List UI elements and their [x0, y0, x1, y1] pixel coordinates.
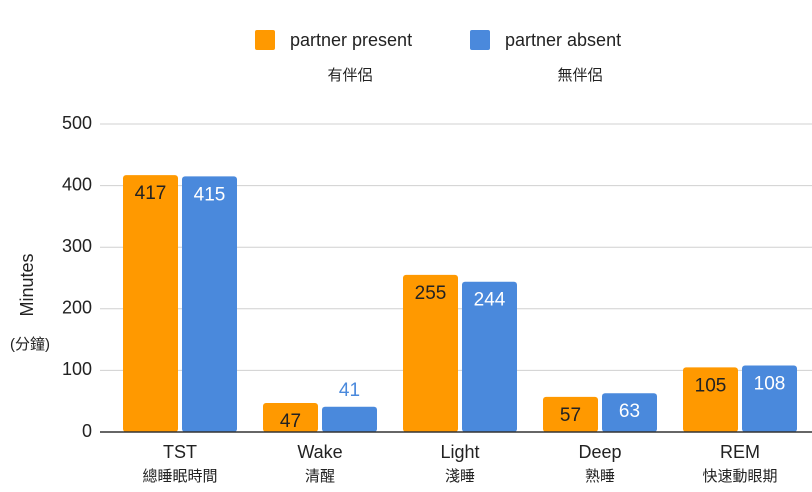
bar — [322, 406, 377, 432]
y-axis-note: (分鐘) — [10, 336, 50, 353]
y-tick-label: 300 — [62, 236, 92, 256]
x-tick-note: 熟睡 — [585, 468, 615, 485]
x-tick-label: REM — [720, 442, 760, 462]
legend-note: 無伴侶 — [557, 67, 602, 84]
value-label: 41 — [339, 380, 360, 401]
bar — [263, 403, 318, 432]
bar — [462, 281, 517, 432]
bar — [602, 393, 657, 432]
x-tick-note: 清醒 — [305, 468, 335, 485]
legend-swatch — [255, 30, 275, 50]
value-label: 108 — [754, 373, 786, 394]
x-tick-label: Light — [440, 442, 479, 462]
x-tick-note: 淺睡 — [445, 468, 475, 485]
legend-swatch — [470, 30, 490, 50]
bar — [182, 176, 237, 432]
y-tick-label: 200 — [62, 298, 92, 318]
value-label: 57 — [560, 405, 581, 426]
value-label: 105 — [695, 375, 727, 396]
bar — [403, 274, 458, 432]
bar — [683, 367, 738, 432]
value-label: 47 — [280, 411, 301, 432]
value-label: 417 — [135, 183, 167, 204]
bar — [123, 175, 178, 433]
bar — [742, 365, 797, 432]
value-label: 255 — [415, 283, 447, 304]
x-tick-label: Wake — [297, 442, 342, 462]
y-tick-label: 400 — [62, 174, 92, 194]
legend-label: partner absent — [505, 30, 621, 50]
x-tick-note: 快速動眼期 — [702, 468, 777, 485]
y-axis-title: Minutes — [17, 253, 37, 316]
x-tick-label: TST — [163, 442, 197, 462]
legend-label: partner present — [290, 30, 412, 50]
legend-note: 有伴侶 — [327, 67, 372, 84]
value-label: 244 — [474, 290, 506, 311]
bar — [543, 396, 598, 432]
x-tick-note: 總睡眠時間 — [142, 467, 217, 485]
x-tick-label: Deep — [578, 442, 621, 462]
value-label: 415 — [194, 184, 226, 205]
value-label: 63 — [619, 401, 640, 422]
y-tick-label: 500 — [62, 113, 92, 133]
y-tick-label: 0 — [82, 421, 92, 441]
y-tick-label: 100 — [62, 359, 92, 379]
